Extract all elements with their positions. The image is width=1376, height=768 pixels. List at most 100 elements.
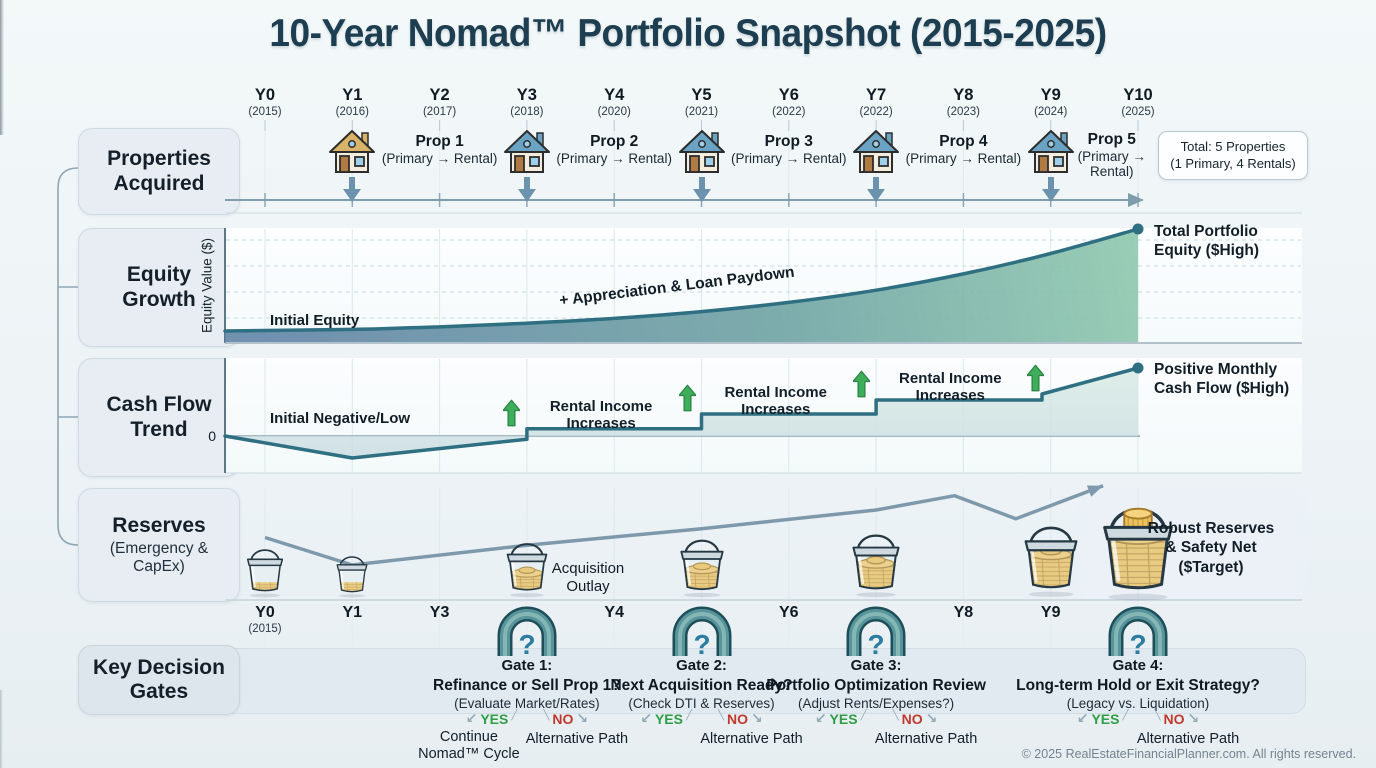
- no-tick-icon: ╲: [892, 709, 899, 721]
- timeline-year-value: (2021): [684, 106, 719, 118]
- row-panel-reserves: Reserves (Emergency & CapEx): [78, 488, 240, 602]
- house-drop-arrow-icon: [692, 177, 711, 203]
- prop-label: Prop 3 (Primary → Rental): [714, 133, 864, 166]
- svg-text:?: ?: [868, 629, 885, 658]
- timeline-year-Y5: Y5 (2021): [662, 86, 742, 118]
- no-label: NO: [727, 711, 749, 727]
- gate-yes-no: ↙ YES ╱ ╲ NO ↘: [432, 709, 622, 728]
- gate-title: Gate 4:: [1112, 657, 1164, 674]
- yes-tick-icon: ╱: [511, 709, 518, 721]
- timeline-year-value: (2022): [772, 106, 806, 118]
- timeline-year-value: (2020): [597, 106, 631, 118]
- gate-arch-icon: ?: [670, 606, 734, 660]
- prop-detail: (Primary → Rental): [381, 150, 498, 166]
- timeline-year-label: Y2: [429, 86, 450, 104]
- yes-arrow-icon: ↙: [814, 711, 827, 727]
- row-panel-equity: Equity Growth: [78, 228, 240, 347]
- prop-detail: (Primary → Rental): [731, 150, 847, 166]
- timeline-year-value: (2018): [510, 106, 544, 118]
- gate-question: Long-term Hold or Exit Strategy?: [1016, 676, 1260, 694]
- gate-arch-icon: ?: [1106, 606, 1170, 660]
- row-panel-properties: Properties Acquired: [78, 128, 240, 215]
- page-title: 10-Year Nomad™ Portfolio Snapshot (2015-…: [269, 12, 1107, 55]
- cashflow-zero-label: 0: [208, 428, 216, 444]
- row-connector-bracket: [57, 167, 79, 546]
- rent-increase-arrow-icon: [1026, 364, 1045, 392]
- row-panel-cashflow: Cash Flow Trend: [78, 358, 240, 477]
- reserves-axis-label: Y1: [342, 604, 363, 621]
- no-arrow-icon: ↘: [925, 711, 938, 727]
- timeline-year-Y10: Y10 (2025): [1098, 86, 1178, 118]
- timeline-year-value: (2015): [248, 106, 282, 118]
- yes-label: YES: [480, 711, 509, 727]
- timeline-year-Y7: Y7 (2022): [836, 86, 916, 118]
- yes-label: YES: [1091, 711, 1120, 727]
- rent-increase-arrow-icon: [678, 384, 697, 412]
- no-label: NO: [552, 711, 574, 727]
- timeline-year-label: Y9: [1040, 86, 1061, 104]
- no-arrow-icon: ↘: [576, 711, 589, 727]
- timeline-year-Y3: Y3 (2018): [487, 86, 567, 118]
- reserves-axis-label: Y6: [779, 604, 799, 621]
- timeline-year-label: Y4: [604, 86, 625, 104]
- gate-yes-no: ↙ YES ╱ ╲ NO ↘: [607, 709, 797, 728]
- prop-label: Prop 1 (Primary → Rental): [365, 133, 515, 166]
- timeline-year-value: (2024): [1034, 106, 1068, 118]
- gate-yes-path-label: Continue Nomad™ Cycle: [418, 729, 520, 763]
- reserves-axis-label: Y8: [953, 604, 974, 621]
- reserve-bucket-icon: [842, 525, 910, 598]
- total-properties-text: Total: 5 Properties (1 Primary, 4 Rental…: [1170, 138, 1296, 171]
- row-sublabel-reserves: (Emergency & CapEx): [109, 540, 209, 576]
- no-arrow-icon: ↘: [751, 711, 763, 727]
- reserves-end-label: Robust Reserves & Safety Net ($Target): [1147, 520, 1275, 576]
- yes-arrow-icon: ↙: [465, 711, 478, 727]
- timeline-year-Y6: Y6 (2022): [749, 86, 829, 118]
- timeline-year-label: Y6: [778, 86, 799, 104]
- no-label: NO: [901, 711, 923, 727]
- gate-question: Next Acquisition Ready?: [610, 676, 793, 694]
- no-tick-icon: ╲: [718, 709, 725, 721]
- page-edge-shadow-top: [0, 0, 4, 135]
- reserves-axis-label: Y4: [604, 604, 624, 621]
- house-icon: [676, 127, 728, 175]
- yes-label: YES: [654, 711, 683, 727]
- prop-name: Prop 1: [415, 133, 464, 150]
- page-edge-shadow-bottom: [0, 690, 3, 768]
- equity-y-axis-label: Equity Value ($): [199, 237, 215, 334]
- house-icon: [850, 127, 902, 175]
- timeline-year-value: (2022): [859, 106, 893, 118]
- gate-note: (Legacy vs. Liquidation): [1066, 696, 1210, 712]
- row-label-gates: Key Decision Gates: [93, 655, 225, 703]
- gate-question: Portfolio Optimization Review: [766, 676, 986, 694]
- yes-tick-icon: ╱: [860, 709, 867, 721]
- rental-income-increase-label: Rental Income Increases: [899, 370, 1002, 405]
- total-properties-box: Total: 5 Properties (1 Primary, 4 Rental…: [1158, 131, 1308, 180]
- gate-arch-icon: ?: [844, 606, 908, 660]
- yes-tick-icon: ╱: [685, 709, 692, 721]
- gate-text: Gate 2: Next Acquisition Ready? (Check D…: [577, 657, 827, 711]
- reserves-axis-label: Y3: [429, 604, 450, 621]
- timeline-year-label: Y3: [516, 86, 537, 104]
- copyright-footer: © 2025 RealEstateFinancialPlanner.com. A…: [1021, 747, 1356, 761]
- timeline-year-Y4: Y4 (2020): [574, 86, 654, 118]
- gate-question: Refinance or Sell Prop 1?: [433, 676, 621, 694]
- equity-end-label: Total Portfolio Equity ($High): [1154, 223, 1260, 260]
- svg-text:?: ?: [1129, 629, 1146, 658]
- prop-name: Prop 4: [939, 133, 988, 150]
- prop-name: Prop 5: [1087, 131, 1136, 148]
- yes-label: YES: [829, 711, 858, 727]
- prop-detail: (Primary → Rental): [556, 150, 672, 166]
- row-label-properties: Properties Acquired: [107, 147, 211, 195]
- cashflow-end-label: Positive Monthly Cash Flow ($High): [1154, 361, 1290, 398]
- row-label-reserves: Reserves: [112, 514, 206, 537]
- prop-label: Prop 4 (Primary → Rental): [888, 133, 1038, 166]
- house-icon: [326, 127, 378, 175]
- prop-detail: (Primary → Rental): [1077, 148, 1146, 180]
- timeline-year-value: (2023): [946, 106, 981, 118]
- no-arrow-icon: ↘: [1187, 711, 1200, 727]
- gate-no-path-label: Alternative Path: [700, 731, 803, 747]
- house-drop-arrow-icon: [867, 177, 886, 203]
- prop-label: Prop 5 (Primary → Rental): [1066, 131, 1158, 180]
- cashflow-start-label: Initial Negative/Low: [270, 410, 411, 427]
- rental-income-increase-label: Rental Income Increases: [724, 384, 827, 419]
